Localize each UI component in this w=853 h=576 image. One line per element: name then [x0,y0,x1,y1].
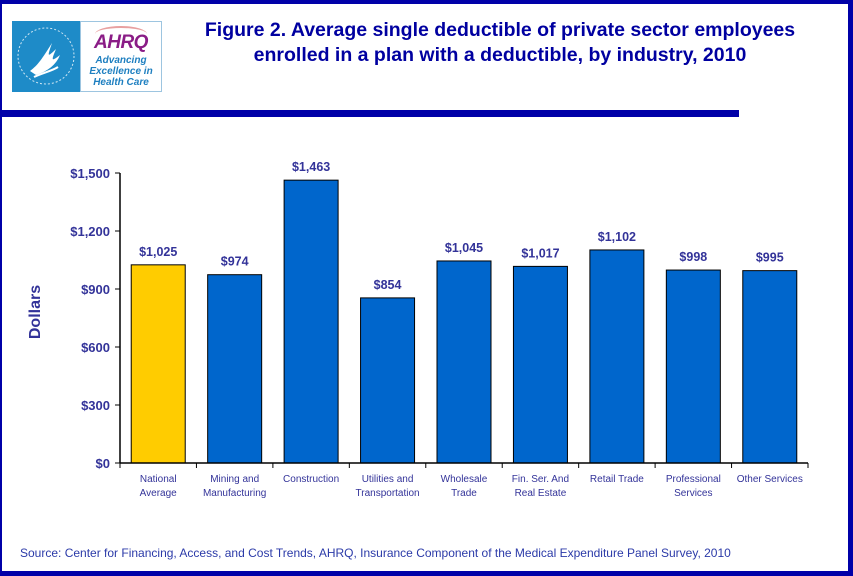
ahrq-tagline: Advancing Excellence in Health Care [81,55,161,88]
bar [589,249,645,464]
bar [742,270,798,464]
x-tick-label: Real Estate [515,488,567,499]
data-label: $1,017 [521,246,559,260]
x-tick-label: Construction [283,474,339,485]
x-tick-label: Utilities and [362,474,414,485]
chart-title-line: Figure 2. Average single deductible of p… [204,19,796,41]
y-tick-label: $1,200 [70,224,110,239]
header-divider [2,110,739,117]
data-label: $974 [221,255,249,269]
bar [512,265,568,464]
bar [436,260,492,464]
y-tick-label: $300 [81,398,110,413]
x-tick-label: Wholesale [441,474,488,485]
chart-title: Figure 2. Average single deductible of p… [180,18,820,68]
data-label: $854 [374,278,402,292]
x-tick-label: Other Services [737,474,803,485]
x-tick-label: Retail Trade [590,474,644,485]
ahrq-brand-text: AHRQ [94,32,148,53]
x-tick-label: Manufacturing [203,488,266,499]
x-tick-label: Mining and [210,474,259,485]
tagline-line: Health Care [93,77,149,88]
ahrq-logo: AHRQ Advancing Excellence in Health Care [12,21,162,92]
x-tick-label: Transportation [356,488,420,499]
y-axis-label: Dollars [27,285,44,339]
x-tick-label: Fin. Ser. And [512,474,569,485]
bar [207,274,263,464]
bar [360,297,416,464]
data-label: $998 [679,250,707,264]
data-label: $1,102 [598,230,636,244]
hhs-eagle-logo [12,21,80,92]
hhs-eagle-icon [17,27,75,85]
data-label: $1,025 [139,245,177,259]
x-tick-label: National [140,474,177,485]
tagline-line: Excellence in [89,66,153,77]
x-tick-label: Services [674,488,712,499]
bar [283,179,339,464]
data-label: $995 [756,251,784,265]
chart-title-line: enrolled in a plan with a deductible, by… [253,44,747,66]
ahrq-arc-icon [95,26,147,42]
x-tick-label: Average [140,488,178,499]
tagline-line: Advancing [95,55,147,66]
y-tick-label: $900 [81,282,110,297]
y-tick-label: $0 [96,456,110,471]
data-label: $1,045 [445,241,483,255]
bar [665,269,721,464]
ahrq-brand-box: AHRQ Advancing Excellence in Health Care [80,21,162,92]
x-tick-label: Trade [451,488,477,499]
y-tick-label: $1,500 [70,166,110,181]
data-label: $1,463 [292,160,330,174]
source-note: Source: Center for Financing, Access, an… [20,546,731,560]
x-tick-label: Professional [666,474,721,485]
bar-highlight [130,264,186,464]
y-tick-label: $600 [81,340,110,355]
